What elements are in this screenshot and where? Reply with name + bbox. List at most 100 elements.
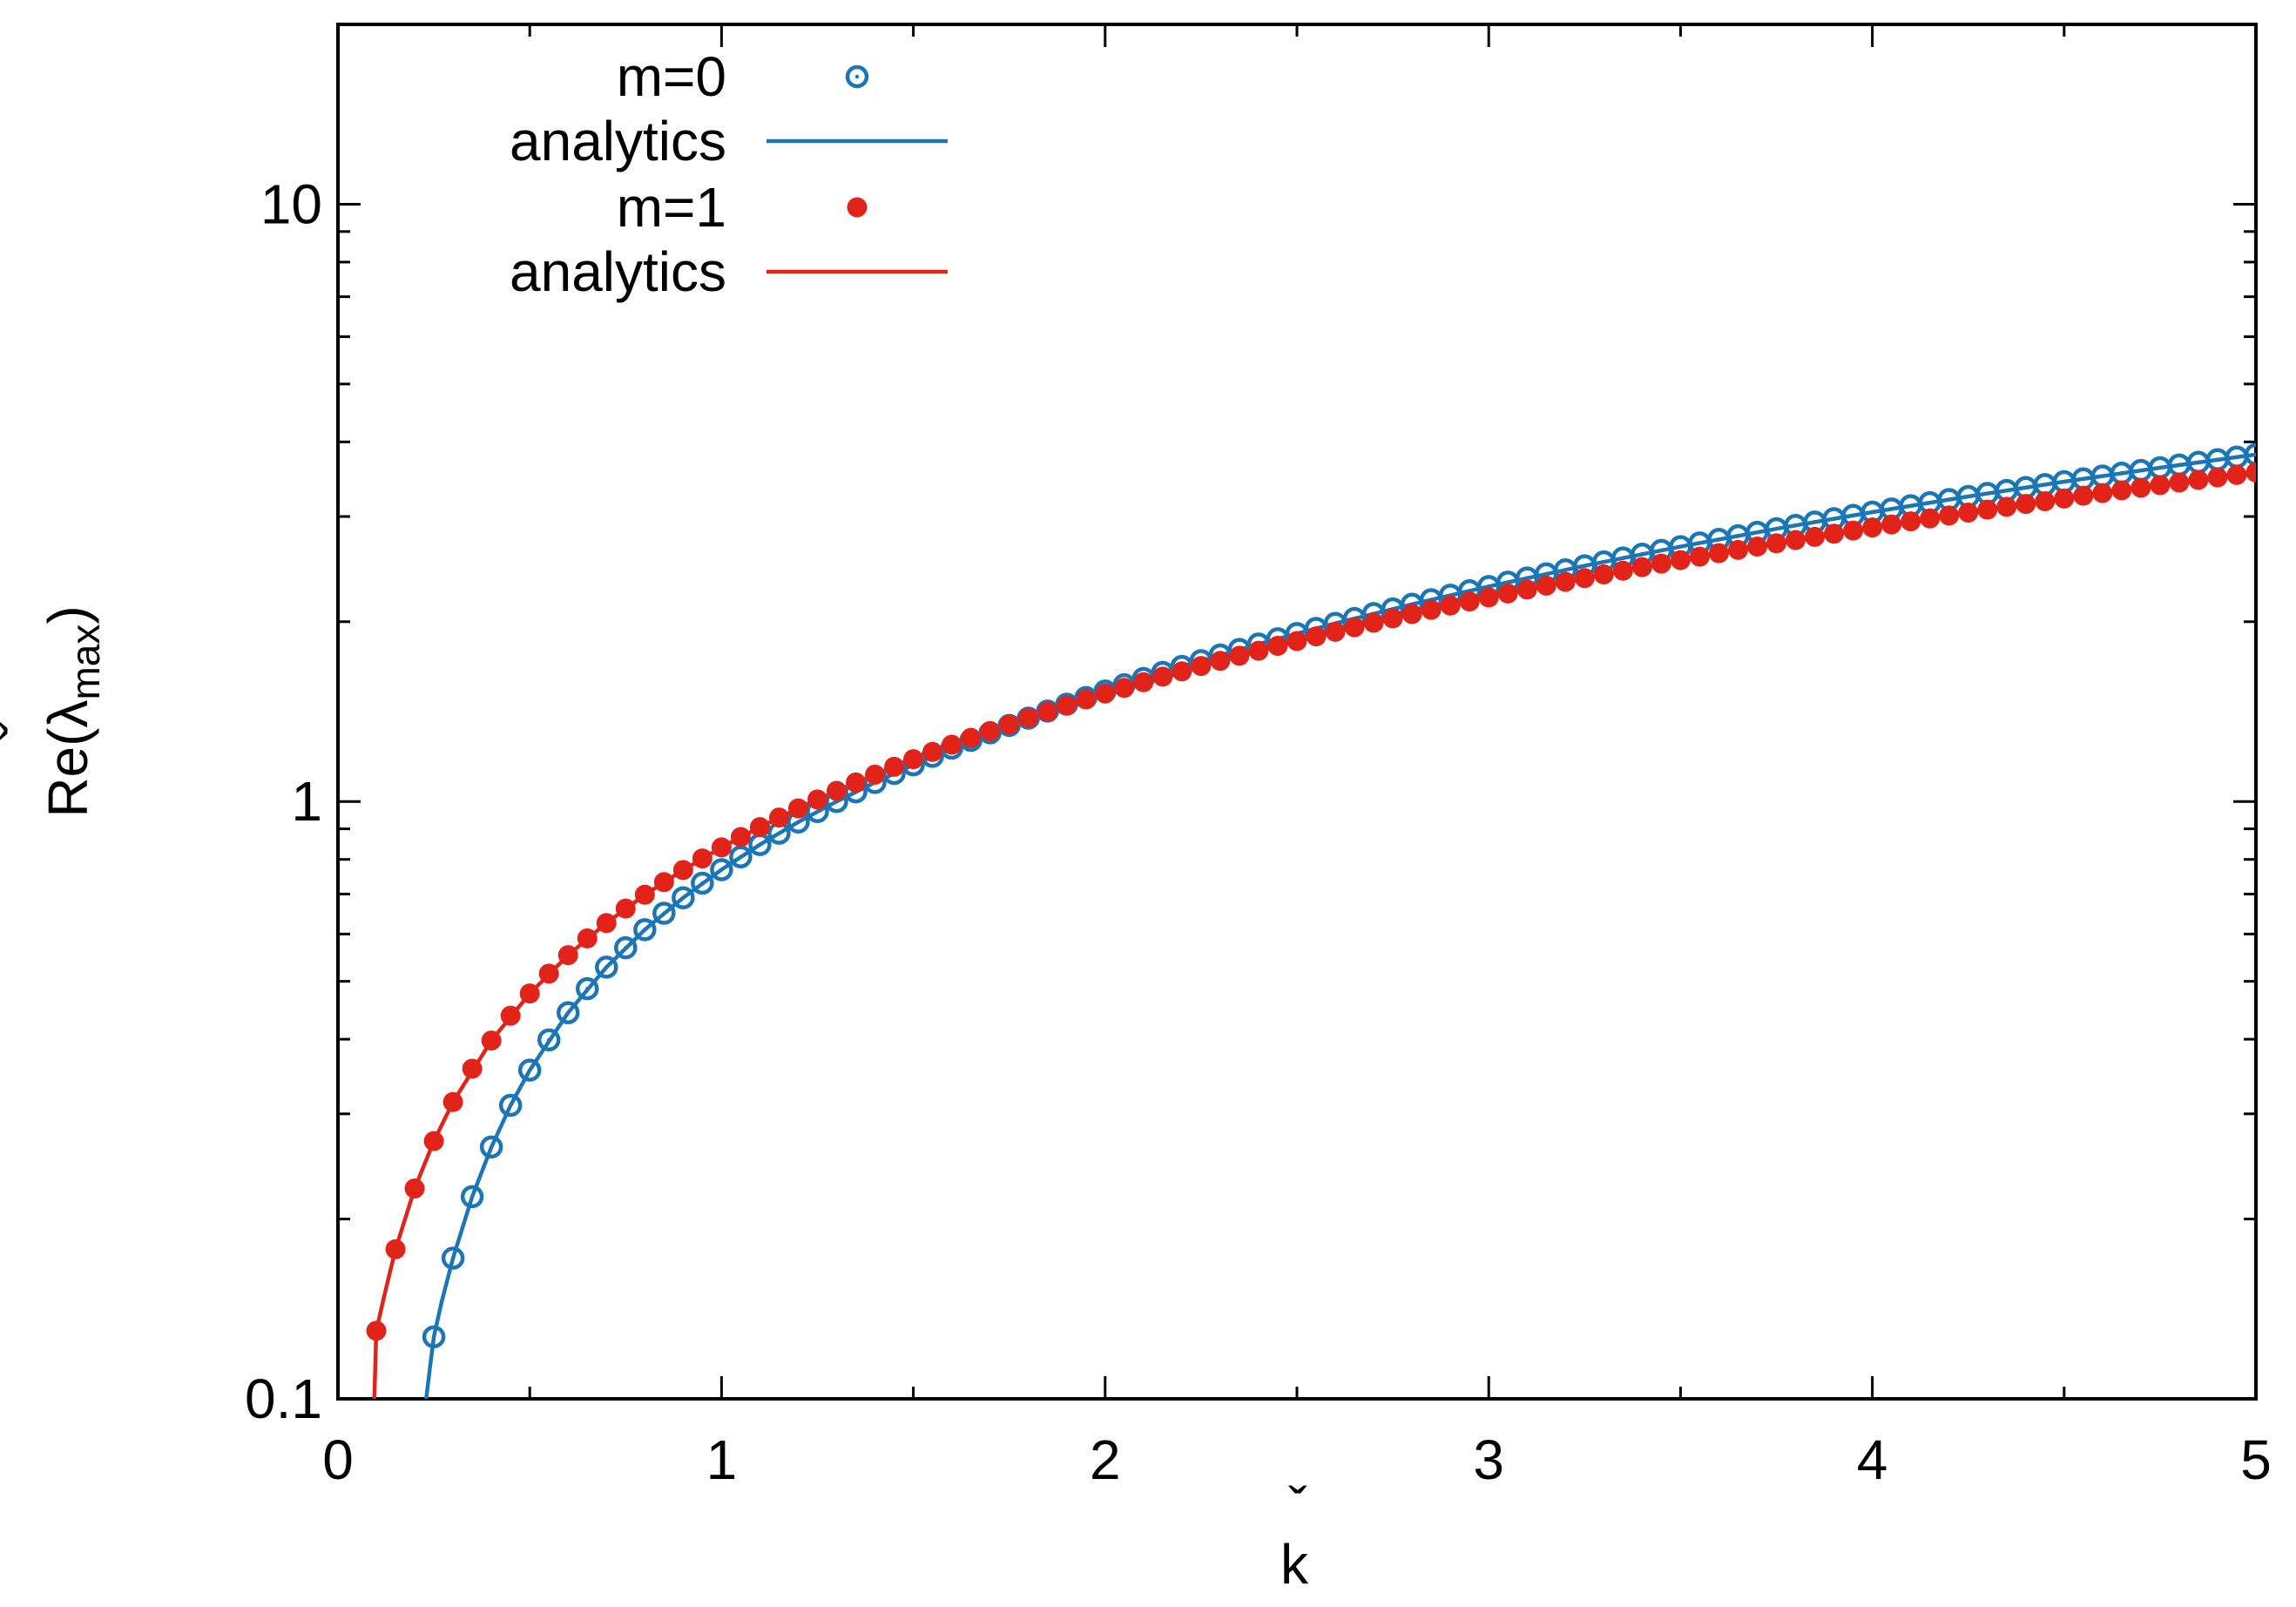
data-point-m1: [557, 945, 578, 966]
data-point-m1: [2035, 490, 2056, 511]
data-point-m0-center: [1870, 510, 1874, 515]
data-point-m1: [730, 827, 751, 847]
data-point-m0: [517, 1058, 542, 1082]
data-point-m0-center: [719, 868, 724, 872]
data-point-m1: [462, 1058, 483, 1079]
data-point-m0-center: [1793, 523, 1798, 528]
data-point-m0-center: [1563, 567, 1568, 572]
data-point-m1: [1210, 651, 1231, 672]
data-point-m1: [1459, 591, 1480, 612]
data-point-m1: [1497, 583, 1518, 604]
data-point-m0-center: [431, 1334, 436, 1340]
data-point-m1: [2245, 462, 2256, 483]
data-point-m0-center: [1640, 552, 1644, 557]
data-point-m1: [1401, 604, 1422, 625]
data-point-m0-center: [528, 1068, 532, 1072]
y-axis-label-accent: ˇ: [0, 721, 52, 739]
data-point-m1: [500, 1005, 521, 1026]
data-point-m1: [1689, 546, 1710, 567]
data-point-m1: [749, 817, 770, 838]
data-point-m0: [595, 955, 618, 979]
data-point-m0-center: [2043, 483, 2047, 487]
data-point-m0-center: [2081, 476, 2086, 481]
data-point-m1: [653, 872, 674, 893]
data-point-m0-center: [1717, 537, 1721, 542]
data-point-m0-center: [2234, 455, 2239, 459]
data-point-m0-center: [2253, 452, 2256, 456]
data-point-m1: [1172, 661, 1192, 682]
series-points: [366, 442, 2256, 1349]
data-point-m1: [1843, 520, 1864, 541]
data-point-m1: [711, 837, 732, 858]
data-point-m1: [846, 772, 867, 793]
data-point-m1: [1746, 537, 1767, 557]
data-point-m0-center: [739, 854, 743, 859]
data-point-m1: [827, 780, 847, 801]
data-point-m1: [1708, 543, 1729, 564]
data-point-m1: [481, 1030, 502, 1051]
data-point-m0-center: [547, 1037, 551, 1043]
legend-marker-2: [847, 197, 868, 218]
data-point-m1: [1363, 612, 1384, 633]
data-point-m1: [519, 983, 540, 1004]
data-point-m1: [865, 764, 886, 785]
data-point-m1: [1286, 631, 1307, 652]
data-point-m1: [672, 860, 693, 881]
data-point-m1: [2131, 477, 2151, 498]
data-point-m1: [1920, 508, 1941, 529]
data-point-m1: [1133, 672, 1154, 692]
data-point-m0-center: [2196, 460, 2201, 465]
data-point-m0-center: [604, 965, 609, 969]
data-point-m1: [2111, 480, 2132, 501]
data-point-m0: [614, 935, 638, 960]
data-point-m0: [537, 1028, 561, 1052]
data-point-m0-center: [1966, 494, 1970, 499]
data-point-m1: [1057, 695, 1077, 716]
data-point-m1: [1440, 595, 1461, 616]
data-point-m1: [1996, 496, 2017, 517]
y-label-prefix: Re(: [37, 728, 99, 818]
data-point-m0-center: [1755, 530, 1759, 535]
data-point-m0-center: [2138, 468, 2144, 473]
data-point-m1: [999, 714, 1020, 735]
data-point-m0-center: [2215, 457, 2220, 462]
data-point-m1: [2169, 472, 2190, 493]
data-point-m1: [596, 913, 617, 934]
data-point-m0-center: [585, 986, 590, 991]
data-point-m0-center: [2100, 474, 2105, 478]
data-point-m1: [577, 928, 598, 949]
data-point-m0: [710, 858, 733, 881]
data-point-m1: [1076, 689, 1097, 710]
data-point-m1: [404, 1178, 425, 1198]
x-axis-label: k: [1280, 1533, 1309, 1596]
data-point-m1: [1248, 640, 1269, 661]
data-point-m1: [961, 727, 982, 748]
data-point-m1: [787, 798, 808, 819]
data-point-m0-center: [469, 1194, 475, 1199]
x-tick-label: 5: [2240, 1428, 2272, 1491]
data-point-m1: [1977, 499, 1998, 520]
data-point-m1: [692, 848, 712, 869]
data-point-m1: [1325, 621, 1346, 642]
x-tick-label: 2: [1090, 1428, 1121, 1491]
y-tick-label: 10: [260, 172, 322, 235]
data-point-m1: [2054, 488, 2075, 509]
data-point-m1: [1901, 511, 1921, 532]
data-point-m0-center: [450, 1256, 456, 1260]
legend-marker-0: [845, 64, 869, 89]
data-point-m0-center: [1487, 584, 1491, 589]
data-point-m1: [1191, 656, 1212, 677]
data-point-m0: [479, 1135, 503, 1159]
data-point-m1: [942, 734, 962, 755]
data-point-m1: [1382, 608, 1403, 629]
y-axis-label: Re(λmax)ˇ: [0, 605, 108, 817]
data-point-m0-center: [1602, 559, 1606, 564]
data-point-m1: [1670, 550, 1691, 571]
data-point-m1: [1018, 707, 1039, 728]
data-point-m0-center: [1544, 571, 1549, 577]
data-point-m1: [1574, 568, 1595, 589]
data-point-m0-center: [2023, 485, 2028, 490]
data-point-m1: [2226, 464, 2247, 485]
data-point-m0: [2244, 442, 2256, 467]
